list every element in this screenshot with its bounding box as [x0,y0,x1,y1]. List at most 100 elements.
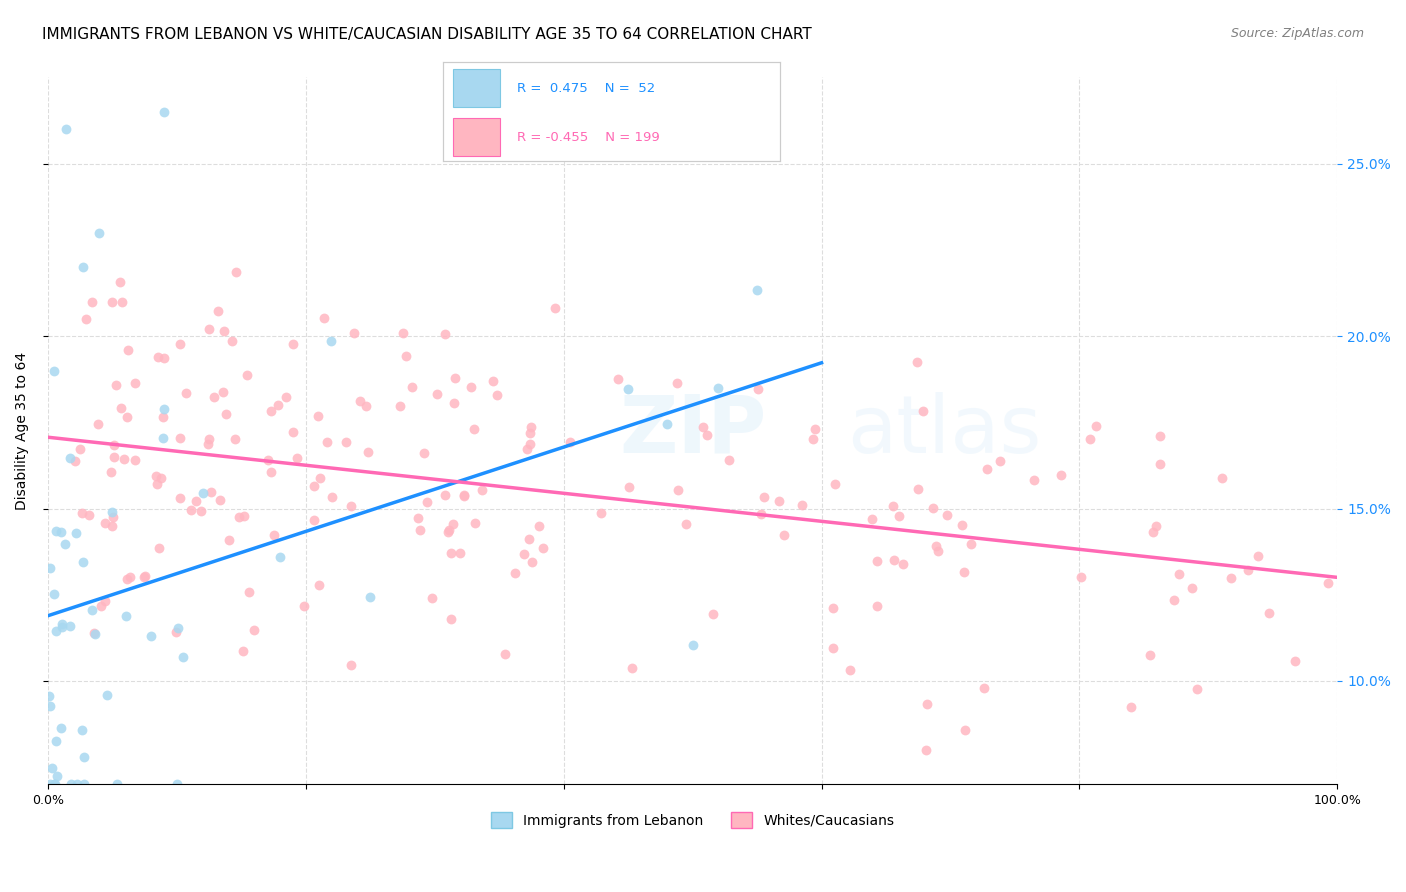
Point [180,503,202,517]
Point [804,422,827,436]
Point [420,591,443,605]
Point [165,625,187,640]
Point [914,743,936,757]
Point [96,688,118,702]
Point [953,723,976,737]
Point [866,553,889,567]
Point [267,398,290,412]
Point [263,528,285,542]
Point [950,518,973,533]
Point [359,591,381,605]
Point [207,304,229,318]
Point [692,419,714,434]
Point [1149,457,1171,471]
Point [1163,592,1185,607]
Point [519,437,541,451]
Point [437,524,460,539]
Point [198,321,221,335]
Point [1257,606,1279,620]
Point [617,382,640,396]
Point [905,354,928,368]
Point [388,399,411,413]
Point [953,565,976,579]
Point [959,537,981,551]
Point [51,617,73,632]
Point [169,491,191,505]
Point [124,453,146,467]
Point [120,569,142,583]
Point [65,777,87,791]
Point [104,377,127,392]
Point [105,777,128,791]
Text: Source: ZipAtlas.com: Source: ZipAtlas.com [1230,27,1364,40]
Point [221,334,243,348]
Point [169,431,191,445]
Point [437,523,460,537]
Point [82,602,104,616]
Point [988,454,1011,468]
Point [46,769,69,783]
Point [225,265,247,279]
Point [449,546,471,560]
Text: IMMIGRANTS FROM LEBANON VS WHITE/CAUCASIAN DISABILITY AGE 35 TO 64 CORRELATION C: IMMIGRANTS FROM LEBANON VS WHITE/CAUCASI… [42,27,811,42]
Point [302,479,325,493]
Point [172,650,194,665]
Point [823,641,845,656]
Point [101,294,124,309]
Point [110,275,132,289]
Point [153,402,176,417]
Point [531,541,554,556]
Point [481,375,503,389]
Point [441,517,464,532]
Point [1070,570,1092,584]
Point [927,544,949,558]
Point [110,401,132,415]
Text: ZIP: ZIP [619,392,766,470]
Point [72,723,94,738]
Point [103,509,125,524]
Point [233,509,256,524]
Point [307,409,329,423]
Point [1119,700,1142,714]
Point [976,462,998,476]
Point [39,560,62,574]
Point [443,396,465,410]
Point [1084,419,1107,434]
Point [232,643,254,657]
Point [49,525,72,540]
Point [718,453,741,467]
Point [675,516,697,531]
Point [152,432,174,446]
Point [519,425,541,440]
Point [773,528,796,542]
Point [619,480,641,494]
Point [42,587,65,601]
Point [1284,655,1306,669]
Point [655,417,678,432]
Point [343,326,366,340]
Point [883,553,905,567]
Point [215,407,238,421]
Point [702,607,724,621]
Point [917,697,939,711]
Point [315,435,337,450]
Point [340,499,363,513]
Point [1180,581,1202,595]
Point [824,477,846,491]
Point [167,621,190,635]
Point [544,301,567,315]
Point [83,626,105,640]
Point [460,380,482,394]
Point [349,394,371,409]
Point [60,777,83,791]
Point [416,495,439,509]
Point [707,381,730,395]
Point [38,690,60,704]
Point [45,524,67,539]
Point [516,442,538,456]
Point [790,498,813,512]
Point [100,465,122,479]
Point [1050,468,1073,483]
Point [308,578,330,592]
Point [1211,471,1233,485]
